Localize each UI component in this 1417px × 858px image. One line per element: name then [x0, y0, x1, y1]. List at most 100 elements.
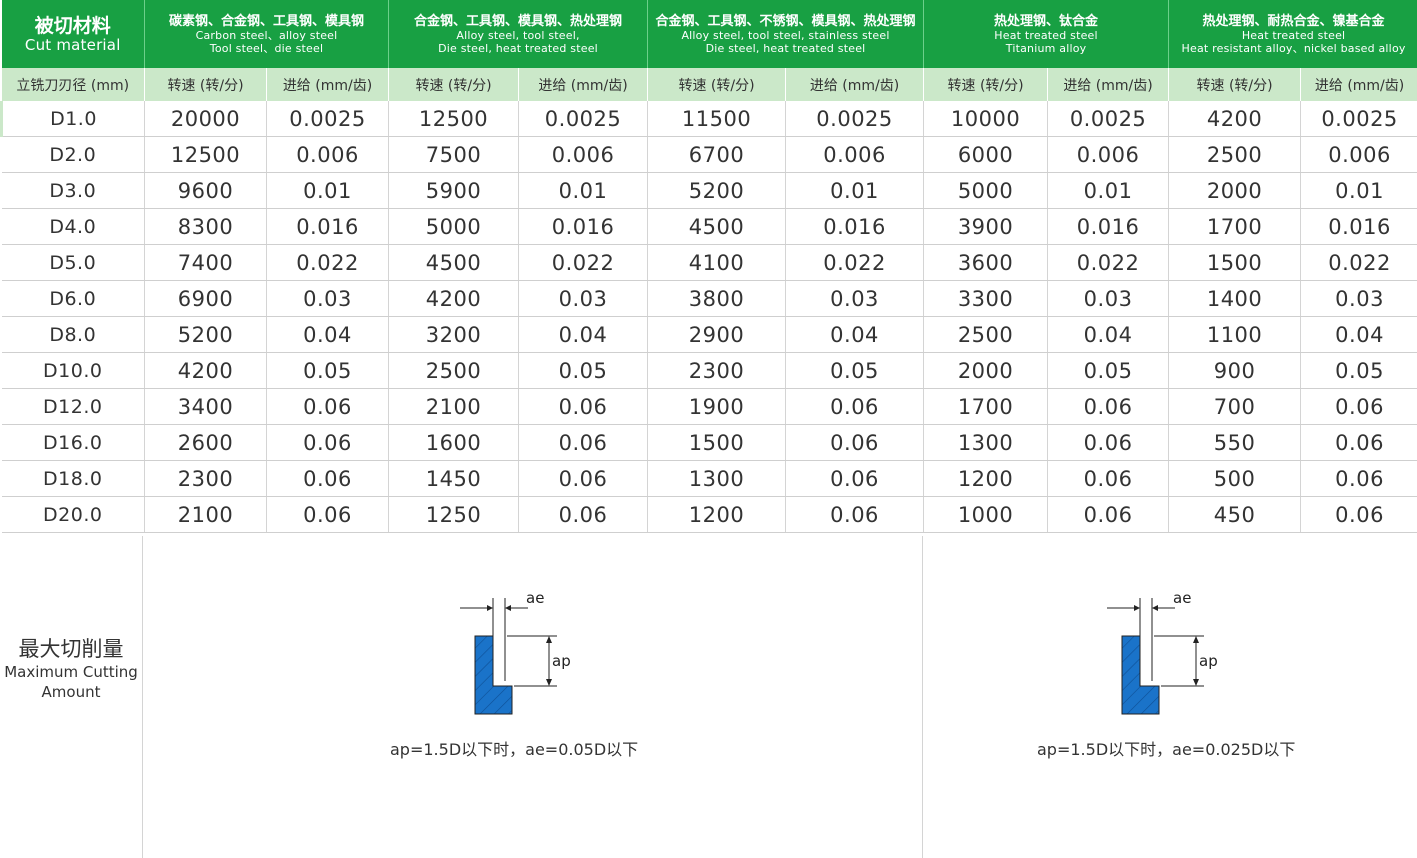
- col-header-speed: 转速 (转/分): [388, 68, 520, 101]
- table-row: D3.0 9600 0.01 5900 0.01 5200 0.01 5000 0.01 2000…: [1, 172, 1417, 209]
- feed-cell: 0.05: [785, 352, 925, 389]
- feed-cell: 0.022: [785, 244, 925, 281]
- speed-cell: 2000: [1168, 172, 1302, 209]
- speed-cell: 4100: [647, 244, 787, 281]
- table-row: D20.0 2100 0.06 1250 0.06 1200 0.06 1000 0.06 450…: [1, 496, 1417, 533]
- header-group-zh: 合金钢、工具钢、模具钢、热处理钢: [414, 13, 623, 29]
- table-row: D2.0 12500 0.006 7500 0.006 6700 0.006 6000 0.00…: [1, 136, 1417, 173]
- feed-cell: 0.06: [785, 388, 925, 425]
- speed-cell: 3400: [144, 388, 267, 425]
- table-row: D8.0 5200 0.04 3200 0.04 2900 0.04 2500 0.04 1100…: [1, 316, 1417, 353]
- feed-cell: 0.04: [1047, 316, 1170, 353]
- max-cutting-label-en: Maximum Cutting: [4, 663, 138, 681]
- feed-cell: 0.06: [518, 460, 649, 497]
- feed-cell: 0.006: [785, 136, 925, 173]
- feed-cell: 0.06: [518, 388, 649, 425]
- ae-label: ae: [526, 589, 544, 607]
- header-group-zh: 合金钢、工具钢、不锈钢、模具钢、热处理钢: [655, 13, 916, 29]
- speed-cell: 3900: [923, 208, 1049, 245]
- header-group-4: 热处理钢、钛合金 Heat treated steel Titanium all…: [923, 0, 1170, 68]
- divider: [142, 536, 143, 858]
- speed-cell: 5200: [144, 316, 267, 353]
- speed-cell: 4200: [144, 352, 267, 389]
- feed-cell: 0.0025: [1047, 101, 1170, 137]
- speed-cell: 2500: [1168, 136, 1302, 173]
- speed-cell: 2500: [388, 352, 520, 389]
- feed-cell: 0.06: [1047, 460, 1170, 497]
- speed-cell: 1500: [647, 424, 787, 461]
- max-cutting-section: 最大切削量 Maximum Cutting Amount ae ap ap=1.…: [0, 536, 1417, 858]
- diameter-cell: D20.0: [1, 496, 145, 533]
- feed-cell: 0.05: [266, 352, 390, 389]
- speed-cell: 550: [1168, 424, 1302, 461]
- speed-cell: 12500: [388, 101, 520, 137]
- speed-cell: 2000: [923, 352, 1049, 389]
- speed-cell: 1300: [923, 424, 1049, 461]
- speed-cell: 6000: [923, 136, 1049, 173]
- header-group-en: Alloy steel, tool steel,: [456, 28, 580, 42]
- diameter-cell: D1.0: [0, 101, 145, 137]
- ap-label: ap: [552, 652, 571, 670]
- table-row: D12.0 3400 0.06 2100 0.06 1900 0.06 1700 0.06 700…: [1, 388, 1417, 425]
- feed-cell: 0.022: [266, 244, 390, 281]
- header-cut-material-zh: 被切材料: [34, 14, 111, 37]
- header-group-en: Heat treated steel: [994, 28, 1098, 42]
- feed-cell: 0.06: [785, 424, 925, 461]
- table-row: D10.0 4200 0.05 2500 0.05 2300 0.05 2000 0.05 900…: [1, 352, 1417, 389]
- speed-cell: 5000: [388, 208, 520, 245]
- speed-cell: 3800: [647, 280, 787, 317]
- max-cutting-label: 最大切削量 Maximum Cutting Amount: [0, 636, 142, 702]
- feed-cell: 0.0025: [518, 101, 649, 137]
- data-rows: D1.0 20000 0.0025 12500 0.0025 11500 0.0025 100…: [0, 101, 1417, 533]
- speed-cell: 7500: [388, 136, 520, 173]
- speed-cell: 2600: [144, 424, 267, 461]
- feed-cell: 0.03: [1047, 280, 1170, 317]
- feed-cell: 0.06: [266, 460, 390, 497]
- col-header-feed: 进给 (mm/齿): [518, 68, 649, 101]
- header-group-en: Titanium alloy: [1005, 41, 1087, 55]
- feed-cell: 0.0025: [1300, 101, 1417, 137]
- diameter-cell: D18.0: [1, 460, 145, 497]
- ae-label: ae: [1173, 589, 1191, 607]
- header-group-en: Heat treated steel: [1241, 28, 1346, 42]
- feed-cell: 0.01: [785, 172, 925, 209]
- diameter-cell: D16.0: [1, 424, 145, 461]
- speed-cell: 4200: [1168, 101, 1302, 137]
- feed-cell: 0.06: [266, 424, 390, 461]
- speed-cell: 1000: [923, 496, 1049, 533]
- speed-cell: 7400: [144, 244, 267, 281]
- speed-cell: 500: [1168, 460, 1302, 497]
- feed-cell: 0.016: [785, 208, 925, 245]
- speed-cell: 20000: [144, 101, 267, 137]
- cutting-depth-diagram: ae ap: [460, 589, 571, 715]
- speed-cell: 2300: [144, 460, 267, 497]
- speed-cell: 1300: [647, 460, 787, 497]
- feed-cell: 0.01: [1047, 172, 1170, 209]
- feed-cell: 0.06: [1300, 460, 1417, 497]
- col-header-speed: 转速 (转/分): [647, 68, 787, 101]
- divider: [922, 536, 923, 858]
- header-group-en: Alloy steel, tool steel, stainless steel: [681, 28, 890, 42]
- speed-cell: 3200: [388, 316, 520, 353]
- diameter-cell: D3.0: [1, 172, 145, 209]
- feed-cell: 0.03: [1300, 280, 1417, 317]
- feed-cell: 0.022: [518, 244, 649, 281]
- cutting-parameters-table: 被切材料 Cut material 碳素钢、合金钢、工具钢、模具钢 Carbon…: [0, 0, 1417, 533]
- speed-cell: 1900: [647, 388, 787, 425]
- feed-cell: 0.006: [266, 136, 390, 173]
- col-header-feed: 进给 (mm/齿): [1047, 68, 1170, 101]
- feed-cell: 0.06: [518, 496, 649, 533]
- header-group-en: Die steel, heat treated steel: [438, 41, 598, 55]
- feed-cell: 0.06: [518, 424, 649, 461]
- diameter-cell: D2.0: [1, 136, 145, 173]
- header-cut-material: 被切材料 Cut material: [1, 0, 145, 68]
- col-header-speed: 转速 (转/分): [923, 68, 1049, 101]
- speed-cell: 3300: [923, 280, 1049, 317]
- cutting-depth-diagram: ae ap: [1107, 589, 1218, 715]
- feed-cell: 0.04: [1300, 316, 1417, 353]
- feed-cell: 0.016: [1047, 208, 1170, 245]
- col-header-speed: 转速 (转/分): [144, 68, 267, 101]
- col-header-feed: 进给 (mm/齿): [266, 68, 390, 101]
- material-header-row: 被切材料 Cut material 碳素钢、合金钢、工具钢、模具钢 Carbon…: [1, 0, 1417, 68]
- max-cutting-label-zh: 最大切削量: [18, 637, 124, 661]
